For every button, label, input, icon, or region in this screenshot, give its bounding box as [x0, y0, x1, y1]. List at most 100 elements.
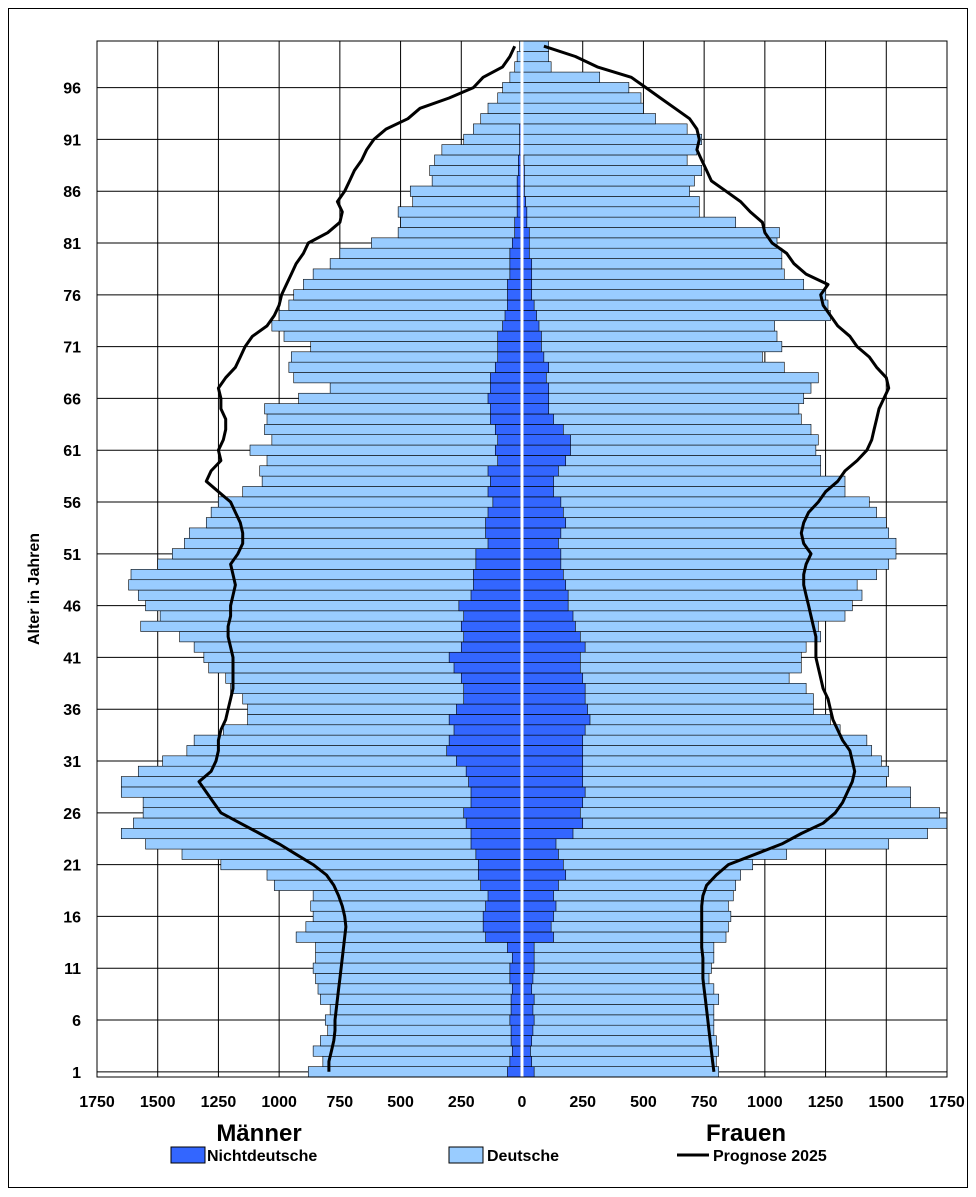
bar-frauen-deutsche	[521, 71, 601, 83]
bar-frauen-nichtdeutsche	[521, 786, 586, 798]
bar-maenner-deutsche	[400, 216, 523, 228]
bar-frauen-nichtdeutsche	[521, 776, 584, 788]
bar-frauen-deutsche	[521, 527, 890, 539]
bar-frauen-deutsche	[521, 413, 802, 425]
bar-maenner-nichtdeutsche	[497, 341, 523, 353]
bar-frauen-deutsche	[521, 921, 729, 933]
bar-maenner-nichtdeutsche	[460, 620, 523, 632]
x-tick-label: 1000	[747, 1094, 783, 1111]
bar-frauen-nichtdeutsche	[521, 962, 535, 974]
bar-frauen-deutsche	[521, 351, 763, 363]
bar-maenner-deutsche	[329, 1004, 523, 1016]
bar-frauen-deutsche	[521, 299, 829, 311]
bar-frauen-nichtdeutsche	[521, 952, 535, 964]
bar-frauen-deutsche	[521, 589, 863, 601]
legend: Nichtdeutsche Deutsche Prognose 2025	[170, 1146, 827, 1165]
bar-maenner-nichtdeutsche	[463, 631, 523, 643]
bar-frauen-nichtdeutsche	[521, 392, 550, 404]
y-tick-label: 46	[63, 599, 81, 616]
bar-maenner-nichtdeutsche	[497, 351, 523, 363]
x-tick-label: 500	[630, 1094, 657, 1111]
bar-maenner-deutsche	[312, 1045, 523, 1057]
bar-maenner-deutsche	[205, 517, 523, 529]
bar-frauen-nichtdeutsche	[521, 517, 567, 529]
bar-frauen-nichtdeutsche	[521, 465, 559, 477]
bar-maenner-deutsche	[261, 475, 523, 487]
bar-maenner-deutsche	[409, 185, 523, 197]
bar-frauen-deutsche	[521, 1035, 717, 1047]
bar-maenner-nichtdeutsche	[507, 1066, 523, 1078]
y-axis-label: Alter in Jahren	[26, 533, 43, 645]
y-tick-label: 56	[63, 495, 81, 512]
bar-frauen-nichtdeutsche	[521, 942, 535, 953]
bar-maenner-nichtdeutsche	[487, 890, 523, 902]
bar-frauen-deutsche	[521, 962, 712, 974]
bar-maenner-deutsche	[266, 413, 523, 425]
bar-frauen-deutsche	[521, 196, 700, 208]
bar-frauen-deutsche	[521, 475, 846, 487]
bar-frauen-nichtdeutsche	[521, 724, 586, 736]
bar-maenner-nichtdeutsche	[482, 910, 523, 922]
bar-maenner-nichtdeutsche	[497, 330, 523, 342]
bar-frauen-deutsche	[521, 1055, 717, 1067]
bar-maenner-nichtdeutsche	[460, 672, 523, 684]
bar-maenner-nichtdeutsche	[509, 268, 523, 280]
bar-maenner-deutsche	[242, 486, 523, 498]
bar-frauen-deutsche	[521, 227, 780, 239]
bar-frauen-nichtdeutsche	[521, 351, 545, 363]
bar-frauen-nichtdeutsche	[521, 475, 554, 487]
bar-frauen-deutsche	[521, 144, 698, 156]
bar-maenner-nichtdeutsche	[487, 392, 523, 404]
bar-maenner-nichtdeutsche	[485, 900, 523, 912]
bar-frauen-nichtdeutsche	[521, 848, 559, 860]
x-tick-label: 500	[387, 1094, 414, 1111]
bar-frauen-deutsche	[521, 952, 715, 964]
bar-maenner-deutsche	[290, 351, 523, 363]
bar-frauen-nichtdeutsche	[521, 579, 567, 591]
bar-frauen-nichtdeutsche	[521, 1014, 535, 1026]
bar-frauen-deutsche	[521, 828, 928, 840]
bar-maenner-nichtdeutsche	[504, 310, 523, 322]
bar-frauen-nichtdeutsche	[521, 703, 588, 715]
bar-frauen-deutsche	[521, 320, 775, 332]
prognose-lines	[197, 44, 891, 1072]
bar-maenner-deutsche	[480, 113, 523, 125]
bar-maenner-deutsche	[473, 123, 523, 135]
bar-maenner-deutsche	[133, 817, 523, 829]
bar-maenner-nichtdeutsche	[470, 828, 523, 840]
bar-frauen-deutsche	[521, 942, 715, 953]
y-tick-label: 51	[63, 547, 81, 564]
bar-frauen-deutsche	[521, 278, 805, 290]
bar-frauen-nichtdeutsche	[521, 931, 554, 943]
bar-maenner-nichtdeutsche	[473, 569, 523, 581]
bar-frauen-deutsche	[521, 61, 552, 73]
bar-maenner-deutsche	[497, 92, 523, 104]
bar-maenner-nichtdeutsche	[490, 475, 523, 487]
x-tick-label: 1250	[808, 1094, 844, 1111]
bar-maenner-nichtdeutsche	[510, 993, 523, 1005]
bar-frauen-nichtdeutsche	[521, 755, 584, 767]
bar-maenner-deutsche	[329, 258, 523, 270]
bar-frauen-deutsche	[521, 92, 642, 104]
bar-maenner-deutsche	[271, 320, 523, 332]
bar-maenner-nichtdeutsche	[456, 755, 523, 767]
bar-maenner-deutsche	[320, 993, 523, 1005]
bar-frauen-deutsche	[521, 361, 785, 373]
right-side-label: Frauen	[706, 1120, 786, 1147]
bar-maenner-nichtdeutsche	[490, 382, 523, 394]
bar-frauen-deutsche	[521, 537, 897, 549]
legend-label-prognose: Prognose 2025	[713, 1148, 827, 1165]
bar-maenner-deutsche	[431, 175, 523, 187]
bar-frauen-nichtdeutsche	[521, 558, 562, 570]
bar-maenner-deutsche	[188, 527, 523, 539]
bar-maenner-nichtdeutsche	[470, 589, 523, 601]
y-tick-label: 71	[63, 340, 81, 357]
bar-frauen-deutsche	[521, 403, 800, 415]
prognose-line-maenner	[197, 45, 517, 1072]
y-tick-label: 66	[63, 391, 81, 408]
bar-maenner-nichtdeutsche	[453, 662, 523, 674]
bar-frauen-nichtdeutsche	[521, 890, 554, 902]
bar-maenner-nichtdeutsche	[497, 455, 523, 467]
bar-frauen-nichtdeutsche	[521, 807, 581, 819]
bar-maenner-nichtdeutsche	[490, 413, 523, 425]
